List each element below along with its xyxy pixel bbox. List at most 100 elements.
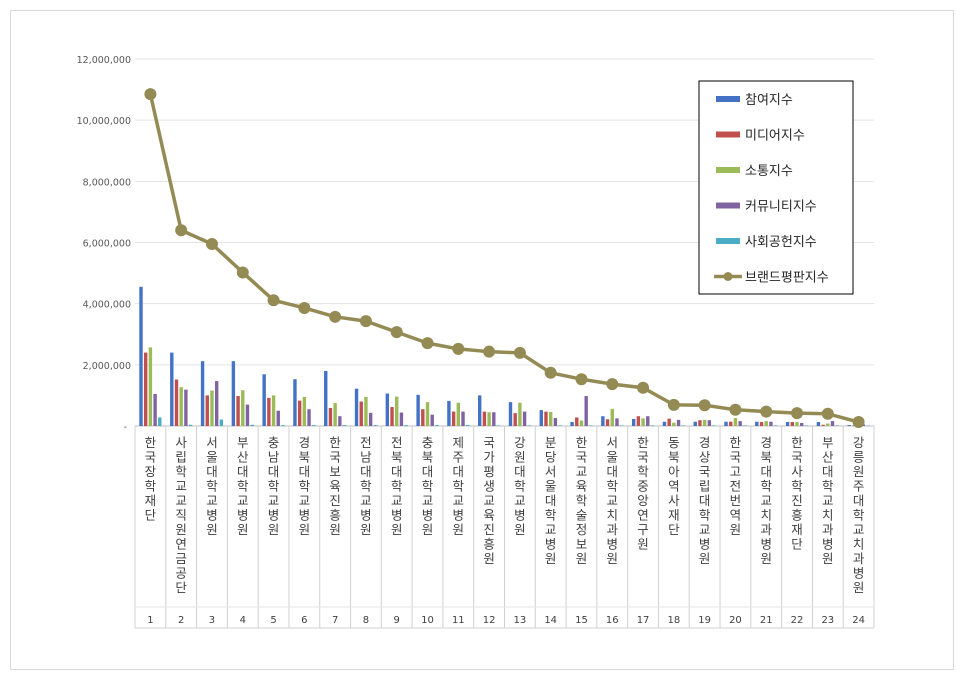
bar-미디어지수-18 xyxy=(667,418,671,426)
bar-사회공헌지수-11 xyxy=(466,425,470,426)
bar-참여지수-17 xyxy=(631,418,636,426)
category-number-label: 16 xyxy=(606,615,619,626)
bar-커뮤니티지수-22 xyxy=(800,422,804,426)
legend-label: 커뮤니티지수 xyxy=(745,200,817,215)
bar-사회공헌지수-22 xyxy=(804,425,809,426)
bar-참여지수-12 xyxy=(478,395,482,426)
bar-미디어지수-8 xyxy=(359,401,363,426)
bar-사회공헌지수-2 xyxy=(188,424,193,426)
bar-커뮤니티지수-2 xyxy=(184,389,188,426)
bar-참여지수-23 xyxy=(816,422,821,426)
bar-커뮤니티지수-7 xyxy=(338,416,342,426)
bar-소통지수-7 xyxy=(333,403,337,426)
gridlines xyxy=(135,58,874,427)
bar-미디어지수-4 xyxy=(236,396,240,426)
line-point-18 xyxy=(667,398,680,411)
category-number-label: 1 xyxy=(147,615,153,626)
category-number-label: 19 xyxy=(698,615,711,626)
bar-참여지수-7 xyxy=(324,370,328,426)
legend-swatch-참여지수 xyxy=(716,96,740,102)
bar-소통지수-2 xyxy=(179,387,183,426)
bar-미디어지수-2 xyxy=(174,379,179,426)
bar-커뮤니티지수-3 xyxy=(214,381,219,426)
bar-소통지수-18 xyxy=(672,422,676,426)
bar-사회공헌지수-16 xyxy=(619,425,624,426)
bar-참여지수-2 xyxy=(170,352,174,426)
line-point-1 xyxy=(144,88,157,101)
category-number-label: 2 xyxy=(178,615,184,626)
bar-소통지수-10 xyxy=(425,402,430,426)
bar-소통지수-17 xyxy=(641,418,645,426)
y-tick-label: 6,000,000 xyxy=(83,239,131,250)
bar-소통지수-20 xyxy=(733,418,738,426)
bar-참여지수-21 xyxy=(755,421,759,426)
bar-참여지수-15 xyxy=(570,422,574,426)
bar-소통지수-16 xyxy=(610,408,614,426)
line-point-17 xyxy=(637,381,650,394)
bar-미디어지수-15 xyxy=(575,417,579,426)
bar-참여지수-13 xyxy=(508,402,513,426)
line-point-2 xyxy=(175,224,188,237)
bar-사회공헌지수-6 xyxy=(312,425,316,426)
bar-사회공헌지수-17 xyxy=(650,425,655,426)
line-point-16 xyxy=(606,378,619,391)
bar-미디어지수-3 xyxy=(205,395,209,426)
x-axis: 한 국 장 학 재 단 1 사 립 학 교 교 직 원 연 금 공 단 2 서 울 대 학 교 병 원 3 부 산 대 학 교 병 원 4 충 남 대 학 교… xyxy=(134,426,875,629)
y-tick-label: 10,000,000 xyxy=(77,116,131,127)
line-point-8 xyxy=(359,315,372,328)
bar-참여지수-22 xyxy=(785,422,790,426)
bar-미디어지수-6 xyxy=(297,400,302,426)
category-number-label: 15 xyxy=(575,615,588,626)
bar-사회공헌지수-3 xyxy=(219,419,224,426)
bar-사회공헌지수-18 xyxy=(681,425,685,426)
bar-소통지수-8 xyxy=(364,396,368,426)
y-tick-label: 4,000,000 xyxy=(83,300,131,311)
line-point-9 xyxy=(390,326,403,339)
bar-사회공헌지수-15 xyxy=(589,425,593,426)
line-point-19 xyxy=(698,399,711,412)
bar-커뮤니티지수-15 xyxy=(584,396,588,426)
legend-label: 사회공헌지수 xyxy=(745,235,817,250)
bar-미디어지수-1 xyxy=(143,352,148,426)
category-number-label: 14 xyxy=(544,615,557,626)
bar-커뮤니티지수-6 xyxy=(307,409,311,426)
line-point-15 xyxy=(575,373,588,386)
bar-미디어지수-7 xyxy=(328,407,333,426)
bar-참여지수-20 xyxy=(724,421,728,426)
bar-미디어지수-17 xyxy=(636,416,641,426)
bar-커뮤니티지수-17 xyxy=(646,416,650,426)
category-number-label: 5 xyxy=(270,615,276,626)
category-number-label: 18 xyxy=(667,615,680,626)
bar-사회공헌지수-24 xyxy=(866,425,870,427)
bar-사회공헌지수-1 xyxy=(158,417,162,426)
bar-참여지수-19 xyxy=(693,421,697,426)
legend-swatch-marker xyxy=(723,272,733,281)
y-tick-label: 8,000,000 xyxy=(83,177,131,188)
bar-사회공헌지수-10 xyxy=(435,425,439,426)
bar-미디어지수-21 xyxy=(759,422,764,426)
bar-소통지수-4 xyxy=(241,390,245,426)
legend-label: 참여지수 xyxy=(745,93,793,108)
line-point-5 xyxy=(267,294,280,307)
line-point-3 xyxy=(205,238,218,251)
bar-참여지수-8 xyxy=(354,388,359,426)
bar-커뮤니티지수-14 xyxy=(553,418,558,426)
bar-사회공헌지수-4 xyxy=(250,424,254,426)
bar-소통지수-1 xyxy=(148,347,153,426)
bar-커뮤니티지수-23 xyxy=(830,421,835,426)
legend-swatch-커뮤니티지수 xyxy=(716,202,740,209)
bar-미디어지수-14 xyxy=(544,411,548,426)
legend-box xyxy=(698,80,854,295)
bar-사회공헌지수-23 xyxy=(835,425,839,426)
bar-커뮤니티지수-20 xyxy=(738,421,742,426)
bar-소통지수-19 xyxy=(702,419,707,426)
bar-미디어지수-13 xyxy=(513,413,517,426)
